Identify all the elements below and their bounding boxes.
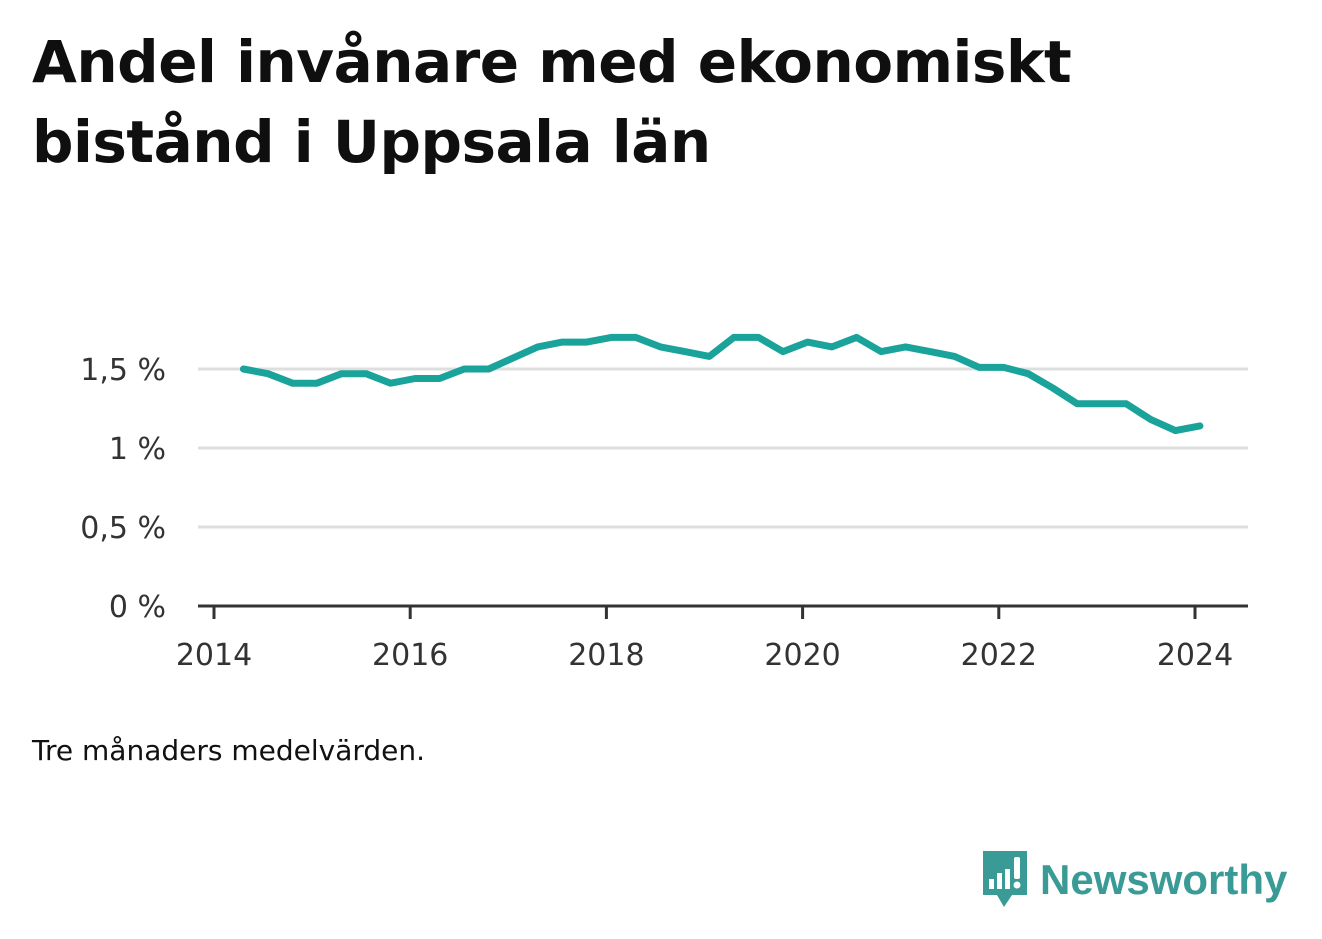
x-tick-label: 2020 <box>764 638 840 673</box>
series-line <box>239 333 1204 435</box>
x-tick-label: 2016 <box>372 638 448 673</box>
x-tick-label: 2018 <box>568 638 644 673</box>
brand-logo: Newsworthy <box>980 848 1287 912</box>
y-tick-label: 1 % <box>109 432 166 467</box>
x-axis-ticks: 2014 2016 2018 2020 2022 2024 <box>176 606 1233 673</box>
x-tick-label: 2024 <box>1157 638 1233 673</box>
x-tick-label: 2022 <box>961 638 1037 673</box>
y-tick-label: 0 % <box>109 590 166 625</box>
brand-name: Newsworthy <box>1040 856 1288 903</box>
x-tick-label: 2014 <box>176 638 252 673</box>
newsworthy-logo-icon <box>983 851 1027 907</box>
grid-lines <box>198 367 1248 529</box>
chart-note: Tre månaders medelvärden. <box>32 734 426 767</box>
y-tick-label: 1,5 % <box>80 353 166 388</box>
series-layer <box>239 333 1204 435</box>
y-axis-tick-labels: 0 % 0,5 % 1 % 1,5 % <box>80 353 166 625</box>
y-tick-label: 0,5 % <box>80 511 166 546</box>
chart-title: Andel invånare med ekonomiskt bistånd i … <box>32 28 1072 176</box>
